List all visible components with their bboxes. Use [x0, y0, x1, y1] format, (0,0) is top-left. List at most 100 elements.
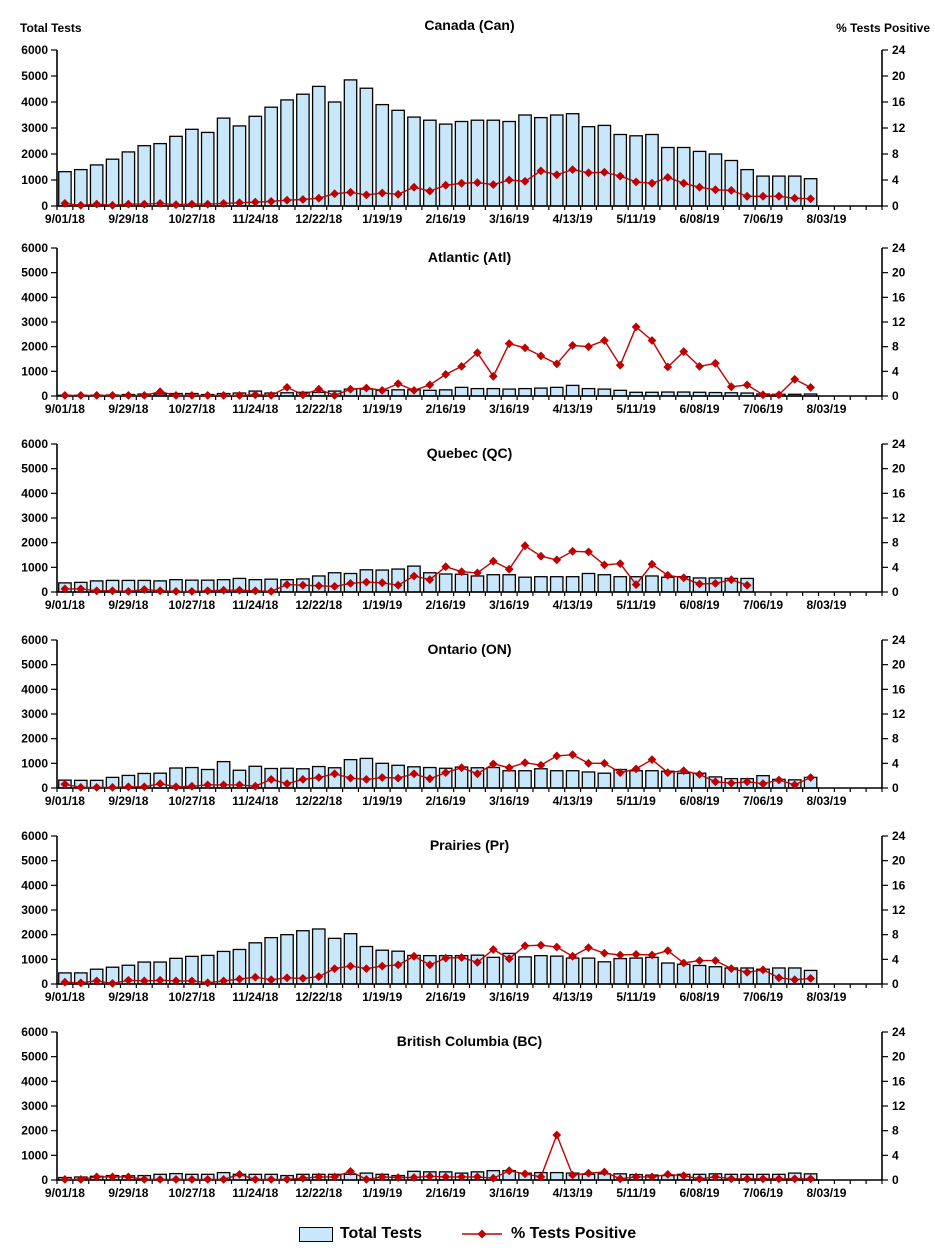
- svg-text:5000: 5000: [21, 854, 48, 868]
- svg-text:5/11/19: 5/11/19: [616, 1186, 656, 1200]
- legend-pct-positive-label: % Tests Positive: [511, 1225, 637, 1242]
- chart-prairies: 0 1000 2000 3000 4000 5000 6000 0 4 8 12 16 20 24 9/01…: [0, 820, 935, 1016]
- svg-text:4/13/19: 4/13/19: [553, 1186, 593, 1200]
- svg-text:6000: 6000: [21, 1025, 48, 1039]
- svg-text:8/03/19: 8/03/19: [806, 794, 846, 808]
- svg-text:10/27/18: 10/27/18: [169, 990, 216, 1004]
- svg-text:1/19/19: 1/19/19: [362, 402, 402, 416]
- svg-text:12: 12: [892, 707, 906, 721]
- svg-text:8: 8: [892, 1124, 899, 1138]
- svg-text:0: 0: [41, 389, 48, 403]
- svg-text:20: 20: [892, 854, 906, 868]
- svg-text:8: 8: [892, 536, 899, 550]
- svg-text:12: 12: [892, 903, 906, 917]
- svg-text:10/27/18: 10/27/18: [169, 598, 216, 612]
- svg-text:20: 20: [892, 462, 906, 476]
- svg-text:20: 20: [892, 1050, 906, 1064]
- svg-text:0: 0: [892, 199, 899, 213]
- svg-text:4/13/19: 4/13/19: [553, 990, 593, 1004]
- chart-legend: Total Tests % Tests Positive: [0, 1214, 935, 1254]
- svg-text:4000: 4000: [21, 486, 48, 500]
- svg-text:7/06/19: 7/06/19: [743, 1186, 783, 1200]
- chart-title: Prairies (Pr): [430, 837, 509, 853]
- svg-text:2000: 2000: [21, 340, 48, 354]
- left-axis-title: Total Tests: [20, 21, 82, 35]
- chart-atlantic-canvas: 0 1000 2000 3000 4000 5000 6000 0 4 8 12 16 20 24 9/01…: [21, 241, 906, 416]
- svg-text:1/19/19: 1/19/19: [362, 1186, 402, 1200]
- chart-ontario: 0 1000 2000 3000 4000 5000 6000 0 4 8 12 16 20 24 9/01…: [0, 624, 935, 820]
- svg-text:2/16/19: 2/16/19: [426, 402, 466, 416]
- svg-text:1000: 1000: [21, 173, 48, 187]
- svg-text:16: 16: [892, 290, 906, 304]
- svg-text:11/24/18: 11/24/18: [232, 794, 278, 808]
- svg-text:4: 4: [892, 173, 899, 187]
- svg-text:12: 12: [892, 315, 906, 329]
- svg-text:4: 4: [892, 1148, 899, 1162]
- svg-text:2/16/19: 2/16/19: [426, 990, 466, 1004]
- chart-canada-canvas: 0 1000 2000 3000 4000 5000 6000 0 4 8 12 16 20 24 9/01…: [20, 17, 930, 226]
- legend-bar-swatch-icon: [298, 1226, 333, 1242]
- svg-text:2/16/19: 2/16/19: [426, 794, 466, 808]
- svg-text:8: 8: [892, 928, 899, 942]
- svg-text:5/11/19: 5/11/19: [616, 598, 656, 612]
- svg-text:9/01/18: 9/01/18: [45, 402, 85, 416]
- svg-text:12: 12: [892, 121, 906, 135]
- svg-text:2/16/19: 2/16/19: [426, 212, 466, 226]
- svg-text:0: 0: [41, 585, 48, 599]
- svg-text:5/11/19: 5/11/19: [616, 402, 656, 416]
- svg-text:6000: 6000: [21, 241, 48, 255]
- svg-text:9/01/18: 9/01/18: [45, 794, 85, 808]
- svg-text:8/03/19: 8/03/19: [806, 598, 846, 612]
- svg-text:6000: 6000: [21, 43, 48, 57]
- axes: 0 1000 2000 3000 4000 5000 6000 0 4 8 12 16 20 24 9/01…: [21, 437, 905, 612]
- svg-text:4: 4: [892, 560, 899, 574]
- svg-text:16: 16: [892, 1074, 906, 1088]
- legend-total-tests-label: Total Tests: [339, 1225, 422, 1242]
- pct-positive-line: [60, 322, 815, 400]
- svg-text:7/06/19: 7/06/19: [743, 212, 783, 226]
- svg-text:2/16/19: 2/16/19: [426, 1186, 466, 1200]
- svg-text:7/06/19: 7/06/19: [743, 990, 783, 1004]
- svg-text:9/29/18: 9/29/18: [108, 402, 148, 416]
- svg-text:12: 12: [892, 1099, 906, 1113]
- svg-text:3000: 3000: [21, 315, 48, 329]
- svg-text:9/29/18: 9/29/18: [108, 794, 148, 808]
- svg-text:4000: 4000: [21, 290, 48, 304]
- svg-text:1000: 1000: [21, 756, 48, 770]
- total-tests-bars: [58, 928, 818, 985]
- chart-quebec: 0 1000 2000 3000 4000 5000 6000 0 4 8 12 16 20 24 9/01…: [0, 428, 935, 624]
- chart-title: British Columbia (BC): [397, 1033, 542, 1049]
- pct-positive-line: [60, 750, 815, 792]
- right-axis-title: % Tests Positive: [836, 21, 930, 35]
- svg-text:12/22/18: 12/22/18: [295, 794, 342, 808]
- svg-text:1/19/19: 1/19/19: [362, 990, 402, 1004]
- svg-text:0: 0: [892, 1173, 899, 1187]
- legend-item-pct-positive: % Tests Positive: [460, 1225, 636, 1243]
- svg-text:12/22/18: 12/22/18: [295, 212, 342, 226]
- svg-text:24: 24: [892, 829, 906, 843]
- svg-text:12/22/18: 12/22/18: [295, 990, 342, 1004]
- svg-text:4000: 4000: [21, 682, 48, 696]
- chart-title: Canada (Can): [424, 17, 514, 33]
- svg-text:12: 12: [892, 511, 906, 525]
- svg-text:3/16/19: 3/16/19: [489, 402, 529, 416]
- svg-text:1000: 1000: [21, 560, 48, 574]
- svg-text:11/24/18: 11/24/18: [232, 990, 278, 1004]
- chart-atlantic: 0 1000 2000 3000 4000 5000 6000 0 4 8 12 16 20 24 9/01…: [0, 232, 935, 428]
- svg-text:8: 8: [892, 147, 899, 161]
- chart-ontario-canvas: 0 1000 2000 3000 4000 5000 6000 0 4 8 12 16 20 24 9/01…: [21, 633, 906, 808]
- svg-text:4: 4: [892, 952, 899, 966]
- svg-text:4: 4: [892, 364, 899, 378]
- chart-title: Quebec (QC): [427, 445, 513, 461]
- svg-text:10/27/18: 10/27/18: [169, 212, 216, 226]
- legend-item-total-tests: Total Tests: [298, 1225, 422, 1243]
- svg-text:12/22/18: 12/22/18: [295, 598, 342, 612]
- svg-text:6000: 6000: [21, 437, 48, 451]
- svg-text:3000: 3000: [21, 511, 48, 525]
- svg-text:8: 8: [892, 340, 899, 354]
- svg-text:5/11/19: 5/11/19: [616, 794, 656, 808]
- chart-title: Atlantic (Atl): [428, 249, 511, 265]
- chart-prairies-canvas: 0 1000 2000 3000 4000 5000 6000 0 4 8 12 16 20 24 9/01…: [21, 829, 906, 1004]
- svg-text:7/06/19: 7/06/19: [743, 794, 783, 808]
